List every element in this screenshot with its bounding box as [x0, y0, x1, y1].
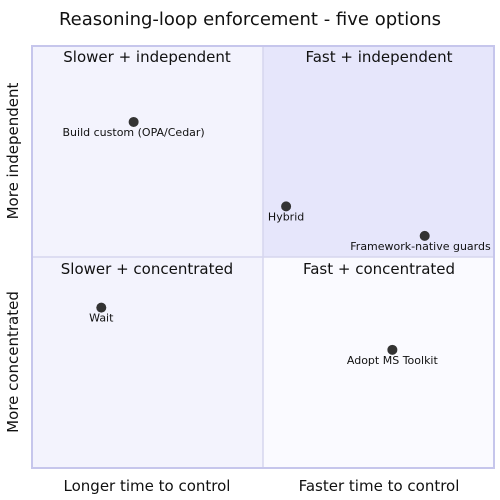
- data-point-label-3: Wait: [89, 312, 114, 325]
- data-point-0: [128, 116, 139, 127]
- data-point-label-4: Adopt MS Toolkit: [347, 354, 439, 367]
- chart-title: Reasoning-loop enforcement - five option…: [59, 9, 441, 30]
- quadrant-fast-concentrated: [263, 257, 494, 468]
- x-axis-label-left: Longer time to control: [64, 477, 231, 495]
- y-axis-label-top: More independent: [4, 82, 22, 219]
- quadrant-slower-independent: [32, 46, 263, 257]
- points-layer: Build custom (OPA/Cedar) Hybrid Framework-…: [63, 116, 491, 367]
- quadrant-label-q1: Fast + independent: [305, 48, 452, 66]
- x-axis-label-right: Faster time to control: [299, 477, 460, 495]
- plot-border: [31, 45, 495, 469]
- data-point-1: [281, 201, 292, 212]
- quadrant-label-q2: Slower + independent: [63, 48, 231, 66]
- data-point-label-0: Build custom (OPA/Cedar): [63, 126, 205, 139]
- data-point-4: [387, 344, 398, 355]
- y-axis-label-bottom: More concentrated: [4, 291, 22, 433]
- data-point-label-2: Framework-native guards: [350, 240, 491, 253]
- quadrant-fast-independent: [263, 46, 494, 257]
- data-point-3: [96, 302, 107, 313]
- quadrant-label-q4: Fast + concentrated: [303, 260, 455, 278]
- data-point-2: [419, 230, 430, 241]
- quadrant-slower-concentrated: [32, 257, 263, 468]
- data-point-label-1: Hybrid: [268, 210, 304, 223]
- quadrant-label-q3: Slower + concentrated: [61, 260, 233, 278]
